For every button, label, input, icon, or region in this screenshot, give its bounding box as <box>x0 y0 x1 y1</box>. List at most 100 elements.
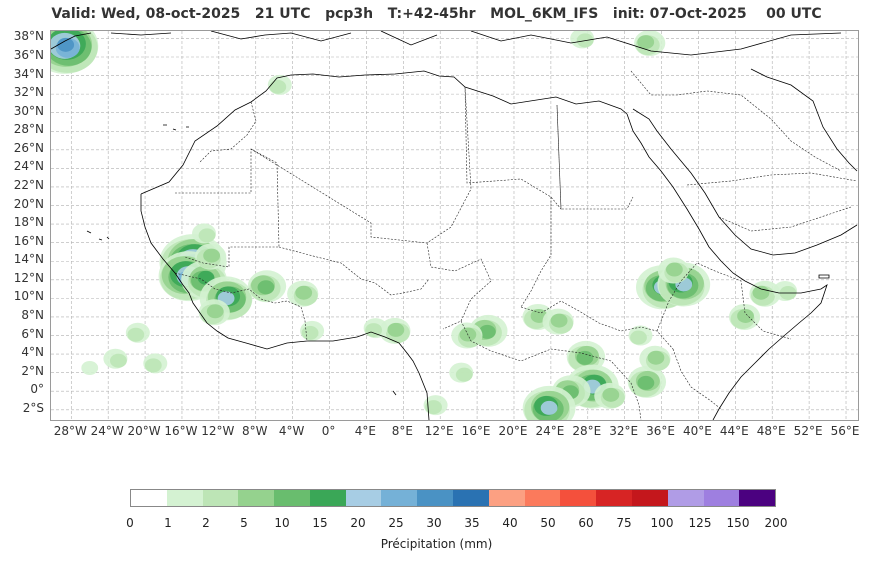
precip-cell <box>127 327 145 342</box>
longitude-label: 52°E <box>793 424 823 438</box>
colorbar-swatch <box>703 490 740 506</box>
longitude-label: 4°E <box>354 424 377 438</box>
border-libya <box>464 86 562 210</box>
longitude-label: 44°E <box>719 424 749 438</box>
precip-cell <box>637 35 655 50</box>
latitude-label: 36°N <box>13 47 44 62</box>
latitude-label: 12°N <box>13 270 44 285</box>
latitude-label: 30°N <box>13 103 44 118</box>
longitude-label: 0° <box>321 424 336 438</box>
colorbar-tick-label: 5 <box>240 516 248 530</box>
coastline-horn-of-africa <box>712 280 828 420</box>
precip-cell <box>81 361 99 376</box>
longitude-label: 12°W <box>201 424 235 438</box>
colorbar-swatch <box>309 490 346 506</box>
colorbar-tick-label: 125 <box>688 516 712 530</box>
border-ethiopia <box>656 262 792 340</box>
longitude-label: 32°E <box>609 424 639 438</box>
latitude-label: 2°N <box>21 363 44 378</box>
longitude-label: 20°E <box>498 424 528 438</box>
longitude-label: 40°E <box>683 424 712 438</box>
latitude-label: 24°N <box>13 159 44 174</box>
coastline-north-africa <box>140 70 628 195</box>
latitude-label: 2°S <box>22 400 44 415</box>
precip-cell <box>737 308 754 323</box>
colorbar-tick-label: 30 <box>426 516 442 530</box>
coastline-arabia <box>632 108 858 256</box>
coastline-red-sea <box>626 113 746 282</box>
colorbar-tick-label: 15 <box>312 516 328 530</box>
latitude-label: 4°N <box>21 345 44 360</box>
colorbar-swatch <box>560 490 597 506</box>
colorbar-swatch <box>381 490 418 506</box>
precipitation-colorbar <box>130 489 776 507</box>
border-nigeria-chad <box>426 242 492 330</box>
colorbar-swatch <box>739 490 776 506</box>
map-gridlines <box>51 31 858 420</box>
precip-cell <box>110 353 127 368</box>
latitude-label: 28°N <box>13 122 44 137</box>
colorbar-tick-label: 60 <box>578 516 594 530</box>
colorbar-tick-label: 40 <box>502 516 518 530</box>
precip-cell <box>206 304 224 319</box>
longitude-label: 16°W <box>164 424 198 438</box>
longitude-label: 4°W <box>278 424 305 438</box>
colorbar-swatch <box>667 490 704 506</box>
precip-cell <box>301 325 319 340</box>
country-borders <box>174 70 858 420</box>
colorbar-swatch <box>166 490 203 506</box>
colorbar-swatch <box>274 490 310 506</box>
precip-cell <box>295 285 313 300</box>
latitude-label: 22°N <box>13 177 44 192</box>
longitude-label: 8°E <box>391 424 413 438</box>
precip-cell <box>478 324 496 339</box>
longitude-label: 12°E <box>424 424 454 438</box>
coastline-islands <box>86 124 830 396</box>
longitude-label: 56°E <box>830 424 860 438</box>
border-west-coast <box>174 272 308 342</box>
colorbar-tick-label: 35 <box>464 516 480 530</box>
colorbar-swatch <box>202 490 239 506</box>
map-title: Valid: Wed, 08-oct-2025 21 UTC pcp3h T:+… <box>51 6 822 22</box>
latitude-label: 14°N <box>13 252 44 267</box>
colorbar-tick-label: 20 <box>350 516 366 530</box>
longitude-label: 16°E <box>461 424 491 438</box>
colorbar-swatch <box>488 490 525 506</box>
longitude-label: 36°E <box>646 424 675 438</box>
latitude-label: 6°N <box>21 326 44 341</box>
coastline-europe <box>51 31 842 56</box>
colorbar-swatch <box>131 490 167 506</box>
border-egypt <box>556 104 634 210</box>
latitude-label: 8°N <box>21 307 44 322</box>
colorbar-tick-label: 75 <box>616 516 632 530</box>
border-sahel <box>278 246 430 296</box>
precip-cell <box>144 358 162 373</box>
precip-cell <box>198 228 216 243</box>
colorbar-tick-label: 0 <box>126 516 134 530</box>
colorbar-tick-label: 25 <box>388 516 404 530</box>
border-arabia <box>686 172 858 232</box>
latitude-label: 0° <box>30 382 44 397</box>
longitude-label: 48°E <box>756 424 786 438</box>
longitude-label: 8°W <box>241 424 268 438</box>
precip-cell <box>637 375 655 390</box>
colorbar-tick-label: 150 <box>726 516 750 530</box>
colorbar-swatch <box>417 490 454 506</box>
longitude-label: 28°W <box>53 424 87 438</box>
precip-cell <box>257 280 275 295</box>
latitude-label: 16°N <box>13 233 44 248</box>
colorbar-tick-label: 10 <box>274 516 290 530</box>
precip-cell <box>387 322 405 337</box>
border-algeria-mali-niger <box>250 86 472 244</box>
longitude-label: 24°W <box>90 424 124 438</box>
precip-cell <box>602 387 620 402</box>
coastline-arabia-gulf <box>750 68 858 172</box>
precip-cell <box>203 248 221 263</box>
precip-cell <box>550 313 568 328</box>
colorbar-swatch <box>345 490 382 506</box>
latitude-label: 18°N <box>13 215 44 230</box>
latitude-label: 20°N <box>13 196 44 211</box>
border-drc <box>460 320 642 420</box>
latitude-label: 32°N <box>13 85 44 100</box>
precip-cell <box>57 37 75 52</box>
